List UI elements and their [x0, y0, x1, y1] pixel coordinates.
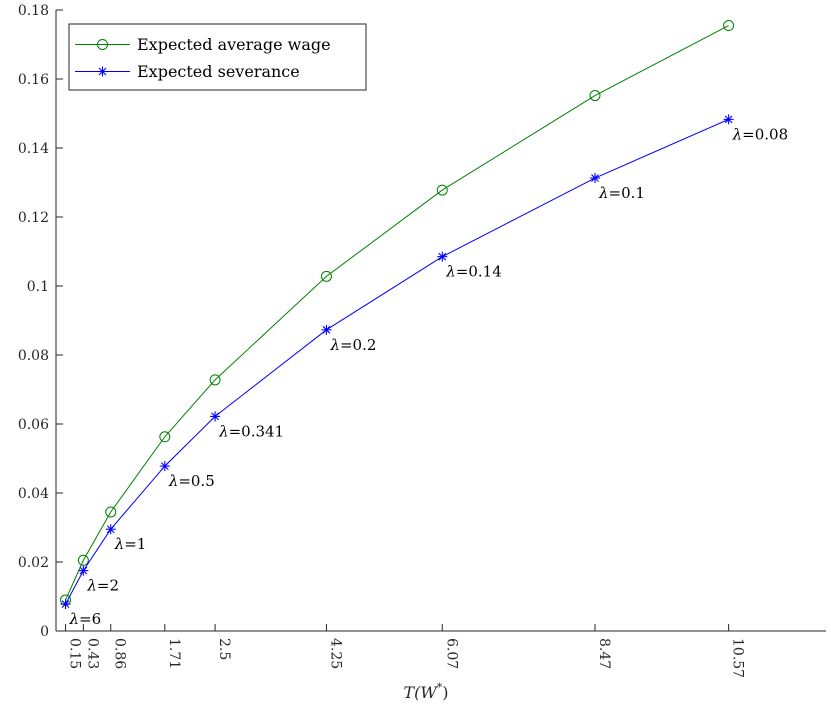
- x-tick-label: 0.86: [112, 638, 128, 669]
- legend-label-wage: Expected average wage: [137, 35, 331, 54]
- y-tick-label: 0: [40, 624, 49, 640]
- point-label: λ=0.5: [168, 472, 215, 490]
- x-axis-title: T(W*): [403, 681, 448, 702]
- point-label: λ=0.14: [445, 263, 501, 281]
- asterisk-stroke: [322, 325, 331, 334]
- legend-marker-severance: [97, 66, 108, 77]
- y-tick-label: 0.02: [18, 555, 49, 571]
- x-tick-label: 0.43: [84, 638, 100, 669]
- data-point: [78, 565, 89, 576]
- asterisk-stroke: [106, 525, 115, 534]
- data-point: [210, 411, 221, 422]
- data-point: [320, 270, 332, 282]
- y-tick-label: 0.08: [18, 348, 49, 364]
- data-point: [105, 524, 116, 535]
- data-point: [77, 554, 89, 566]
- legend-item-severance: Expected severance: [75, 62, 300, 81]
- point-label: λ=2: [86, 577, 119, 595]
- y-tick-label: 0.14: [18, 141, 49, 157]
- data-point: [159, 461, 170, 472]
- x-tick-label: 2.5: [216, 638, 232, 660]
- y-tick-label: 0.04: [18, 486, 49, 502]
- x-tick-label: 6.07: [443, 638, 459, 669]
- data-point: [436, 184, 448, 196]
- asterisk-stroke: [160, 462, 169, 470]
- series-line-wage: [65, 25, 729, 601]
- data-point: [209, 374, 221, 386]
- point-label: λ=0.341: [218, 422, 284, 440]
- x-tick-label: 10.57: [730, 638, 746, 678]
- point-label: λ=0.08: [732, 125, 788, 143]
- asterisk-stroke: [61, 600, 70, 608]
- asterisk-stroke: [438, 252, 447, 261]
- x-tick-label: 8.47: [596, 638, 612, 669]
- legend-box: [68, 23, 367, 91]
- y-tick-label: 0.1: [27, 279, 49, 295]
- data-point: [590, 173, 600, 184]
- asterisk-stroke: [724, 115, 733, 124]
- y-tick-label: 0.12: [18, 210, 49, 226]
- legend-label-severance: Expected severance: [137, 62, 300, 81]
- asterisk-stroke: [98, 67, 107, 76]
- point-label: λ=0.2: [329, 336, 376, 354]
- axes: 0 0.02 0.04 0.06 0.08 0.1 0.12 0.14 0.16 0.18 0.15…: [18, 3, 826, 702]
- x-tick-label: 4.25: [327, 638, 343, 669]
- point-label: λ=1: [114, 535, 147, 553]
- point-label: λ=0.1: [598, 184, 645, 202]
- y-tick-label: 0.18: [18, 3, 49, 19]
- data-point: [321, 324, 332, 335]
- data-point: [437, 251, 448, 262]
- asterisk-stroke: [591, 174, 599, 182]
- data-point: [723, 20, 735, 32]
- x-tick-label: 1.71: [166, 638, 182, 669]
- data-point: [159, 431, 171, 443]
- asterisk-stroke: [79, 566, 88, 575]
- legend-asterisk-glyph: [97, 66, 108, 77]
- point-labels: λ=6 λ=2 λ=1 λ=0.5 λ=0.341 λ=0.2 λ=0.14 λ=0.1 λ=0…: [69, 125, 789, 628]
- legend-marker-wage: [97, 39, 108, 50]
- data-point: [723, 114, 734, 125]
- point-label: λ=6: [69, 610, 102, 628]
- legend: Expected average wage Expected severance: [68, 23, 367, 91]
- x-tick-label: 0.15: [67, 638, 83, 669]
- legend-item-wage: Expected average wage: [75, 35, 331, 54]
- data-point: [589, 90, 601, 102]
- data-point: [60, 599, 71, 610]
- y-tick-label: 0.06: [18, 417, 49, 433]
- data-point: [105, 506, 117, 518]
- asterisk-stroke: [211, 412, 219, 421]
- series-layer: [60, 20, 735, 610]
- y-tick-label: 0.16: [18, 72, 49, 88]
